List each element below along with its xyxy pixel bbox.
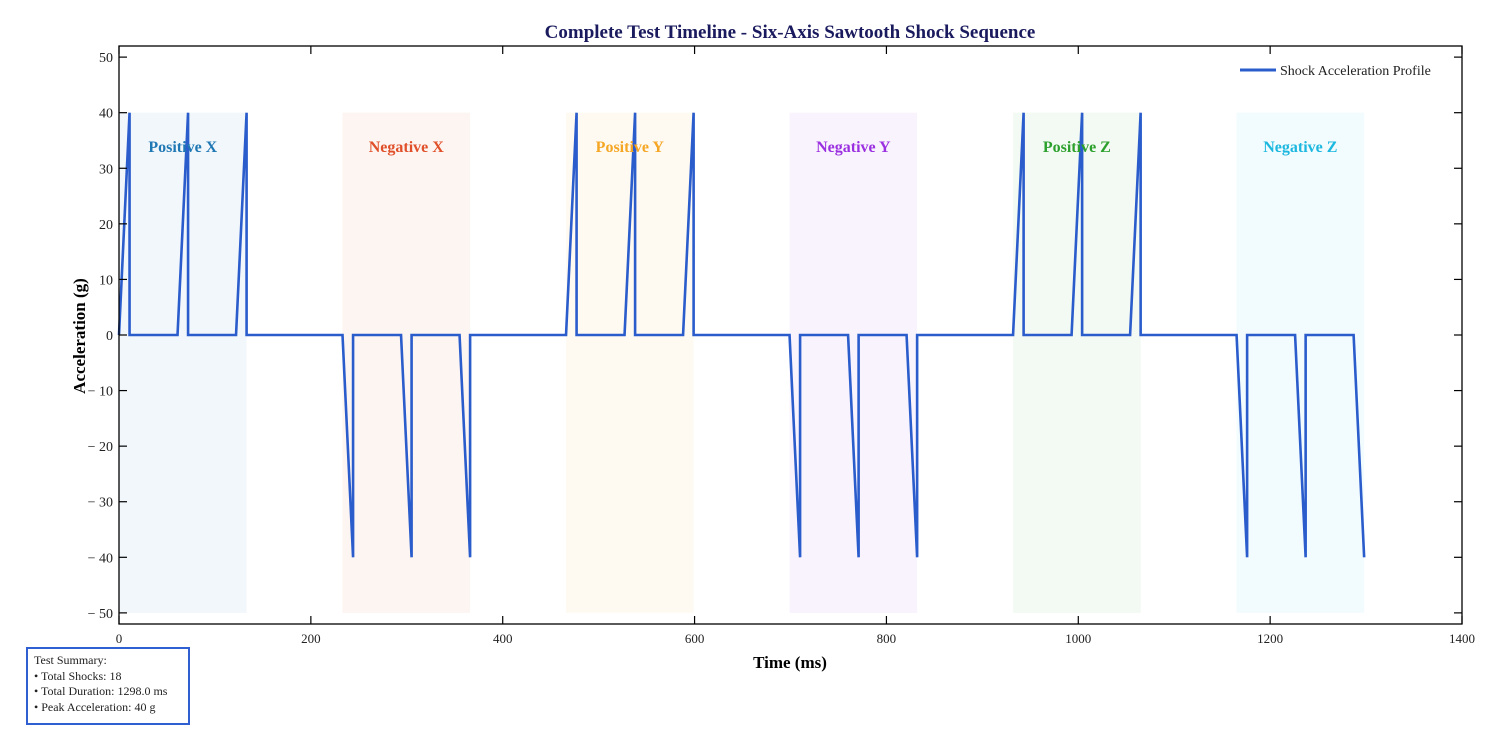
region-label-negative-z: Negative Z xyxy=(1263,139,1337,156)
axis-regions xyxy=(119,112,1365,613)
y-tick-label: 10 xyxy=(99,273,113,288)
x-tick-label: 600 xyxy=(685,631,705,646)
y-tick-label: 20 xyxy=(99,218,113,233)
x-axis-label: Time (ms) xyxy=(753,653,827,672)
y-tick-label: − 40 xyxy=(88,551,113,566)
y-tick-label: 0 xyxy=(106,329,113,344)
region-positive-y xyxy=(566,112,694,613)
summary-peak-acceleration: • Peak Acceleration: 40 g xyxy=(34,699,156,714)
y-axis-label: Acceleration (g) xyxy=(70,278,89,394)
region-label-negative-x: Negative X xyxy=(369,139,445,156)
y-tick-label: − 20 xyxy=(88,440,113,455)
chart-title: Complete Test Timeline - Six-Axis Sawtoo… xyxy=(545,22,1036,43)
x-tick-label: 1200 xyxy=(1257,631,1283,646)
region-label-negative-y: Negative Y xyxy=(816,139,891,156)
x-tick-label: 0 xyxy=(116,631,123,646)
summary-total-duration: • Total Duration: 1298.0 ms xyxy=(34,684,168,698)
y-tick-label: − 30 xyxy=(88,496,113,511)
x-tick-label: 400 xyxy=(493,631,513,646)
y-tick-label: − 50 xyxy=(88,607,113,622)
y-tick-label: − 10 xyxy=(88,385,113,400)
y-tick-label: 30 xyxy=(99,162,113,177)
series-line-shock-profile xyxy=(117,112,1366,558)
y-tick-label: 50 xyxy=(99,51,113,66)
region-label-positive-x: Positive X xyxy=(148,139,217,156)
region-negative-z xyxy=(1236,112,1365,613)
region-positive-x xyxy=(119,112,247,613)
x-tick-label: 200 xyxy=(301,631,321,646)
summary-heading: Test Summary: xyxy=(34,653,107,667)
legend: Shock Acceleration Profile xyxy=(1240,64,1431,79)
x-tick-label: 800 xyxy=(877,631,897,646)
region-positive-z xyxy=(1013,112,1141,613)
legend-label: Shock Acceleration Profile xyxy=(1280,64,1431,79)
region-negative-y xyxy=(789,112,918,613)
series-layer xyxy=(117,112,1366,558)
y-tick-label: 40 xyxy=(99,107,113,122)
x-tick-label: 1400 xyxy=(1449,631,1475,646)
x-tick-label: 1000 xyxy=(1065,631,1091,646)
region-label-positive-z: Positive Z xyxy=(1043,139,1111,156)
summary-total-shocks: • Total Shocks: 18 xyxy=(34,668,122,683)
tick-labels: 0 200 400 600 800 1000 1200 1400− 50− 40− 30− 2… xyxy=(88,51,1475,646)
axes xyxy=(118,45,1463,625)
region-label-positive-y: Positive Y xyxy=(596,139,665,156)
test-summary-box: Test Summary: • Total Shocks: 18 • Total… xyxy=(26,647,190,725)
region-negative-x xyxy=(342,112,471,613)
region-labels: Positive X Negative X Positive Y Negative Y… xyxy=(148,139,1337,156)
